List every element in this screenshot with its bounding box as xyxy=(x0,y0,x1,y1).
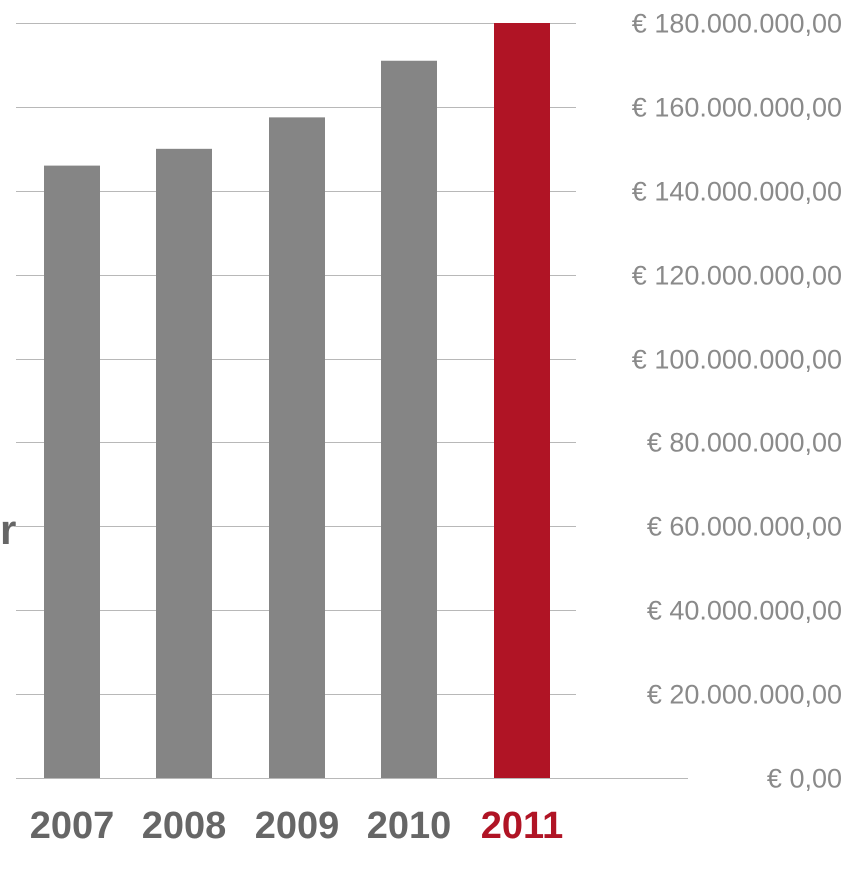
cropped-side-text: r xyxy=(0,506,16,553)
x-category-label: 2007 xyxy=(30,805,115,847)
y-tick-label: € 0,00 xyxy=(767,764,842,794)
y-axis-tick-labels: € 0,00 € 20.000.000,00 € 40.000.000,00 € 60… xyxy=(632,9,842,794)
y-tick-label: € 160.000.000,00 xyxy=(632,93,842,123)
y-tick-label: € 180.000.000,00 xyxy=(632,9,842,39)
y-tick-label: € 140.000.000,00 xyxy=(632,177,842,207)
bar-2007 xyxy=(44,165,100,779)
x-category-label: 2009 xyxy=(255,805,340,847)
x-category-label: 2010 xyxy=(367,805,452,847)
bar-2010 xyxy=(381,60,437,778)
y-tick-label: € 40.000.000,00 xyxy=(647,596,842,626)
y-tick-label: € 60.000.000,00 xyxy=(647,512,842,542)
bar-2008 xyxy=(156,148,212,779)
y-tick-label: € 20.000.000,00 xyxy=(647,680,842,710)
x-category-label: 2008 xyxy=(142,805,227,847)
bars xyxy=(44,23,550,779)
x-category-label: 2011 xyxy=(481,805,563,847)
gridlines xyxy=(16,23,688,779)
y-tick-label: € 120.000.000,00 xyxy=(632,261,842,291)
y-tick-label: € 100.000.000,00 xyxy=(632,345,842,375)
bar-2011 xyxy=(494,23,550,778)
x-axis-category-labels: 2007 2008 2009 2010 2011 xyxy=(30,805,564,847)
y-tick-label: € 80.000.000,00 xyxy=(647,428,842,458)
bar-2009 xyxy=(269,117,325,778)
